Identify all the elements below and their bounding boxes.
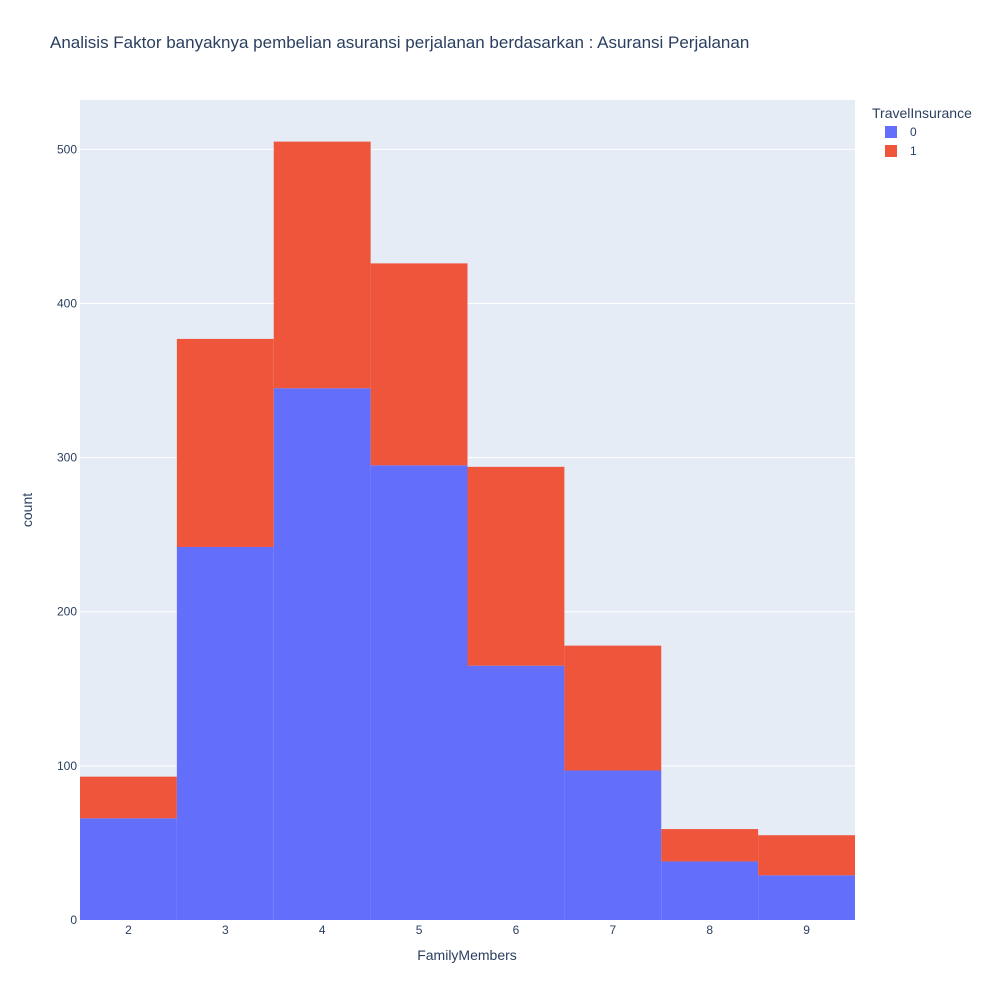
legend-title: TravelInsurance xyxy=(872,105,972,121)
x-tick-label: 5 xyxy=(416,923,423,937)
x-tick-label: 4 xyxy=(319,923,326,937)
bars xyxy=(80,141,855,920)
legend[interactable]: TravelInsurance 0 1 xyxy=(872,105,972,158)
legend-label-1[interactable]: 1 xyxy=(910,144,917,158)
x-tick-label: 2 xyxy=(125,923,132,937)
x-tick-label: 7 xyxy=(609,923,616,937)
bar-series-1-8[interactable] xyxy=(661,829,759,862)
x-tick-label: 8 xyxy=(706,923,713,937)
y-tick-label: 100 xyxy=(57,759,77,773)
x-tick-label: 9 xyxy=(803,923,810,937)
bar-series-1-6[interactable] xyxy=(467,466,565,666)
bar-series-1-9[interactable] xyxy=(758,835,855,876)
y-axis-ticks: 0 100 200 300 400 500 xyxy=(57,142,77,927)
bar-series-1-5[interactable] xyxy=(370,263,468,466)
y-tick-label: 400 xyxy=(57,296,77,310)
chart-title: Analisis Faktor banyaknya pembelian asur… xyxy=(50,33,750,52)
bar-series-1-2[interactable] xyxy=(80,776,177,819)
y-tick-label: 0 xyxy=(70,913,77,927)
legend-swatch-1 xyxy=(885,145,897,157)
x-axis-title: FamilyMembers xyxy=(417,947,517,963)
bar-series-1-7[interactable] xyxy=(564,645,662,771)
bar-series-1-3[interactable] xyxy=(176,338,274,547)
bar-series-1-4[interactable] xyxy=(273,141,371,389)
x-axis-ticks: 2 3 4 5 6 7 8 9 xyxy=(125,923,810,937)
bar-series-0-6[interactable] xyxy=(467,665,565,920)
y-tick-label: 300 xyxy=(57,451,77,465)
y-axis-title: count xyxy=(19,493,35,527)
bar-series-0-2[interactable] xyxy=(80,818,177,920)
y-tick-label: 500 xyxy=(57,142,77,156)
bar-series-0-9[interactable] xyxy=(758,875,855,920)
legend-swatch-0 xyxy=(885,126,897,138)
y-tick-label: 200 xyxy=(57,605,77,619)
bar-series-0-8[interactable] xyxy=(661,861,759,920)
x-tick-label: 6 xyxy=(513,923,520,937)
bar-series-0-7[interactable] xyxy=(564,770,662,920)
legend-label-0[interactable]: 0 xyxy=(910,125,917,139)
bar-series-0-3[interactable] xyxy=(176,546,274,920)
bar-series-0-5[interactable] xyxy=(370,465,468,920)
x-tick-label: 3 xyxy=(222,923,229,937)
bar-series-0-4[interactable] xyxy=(273,388,371,920)
